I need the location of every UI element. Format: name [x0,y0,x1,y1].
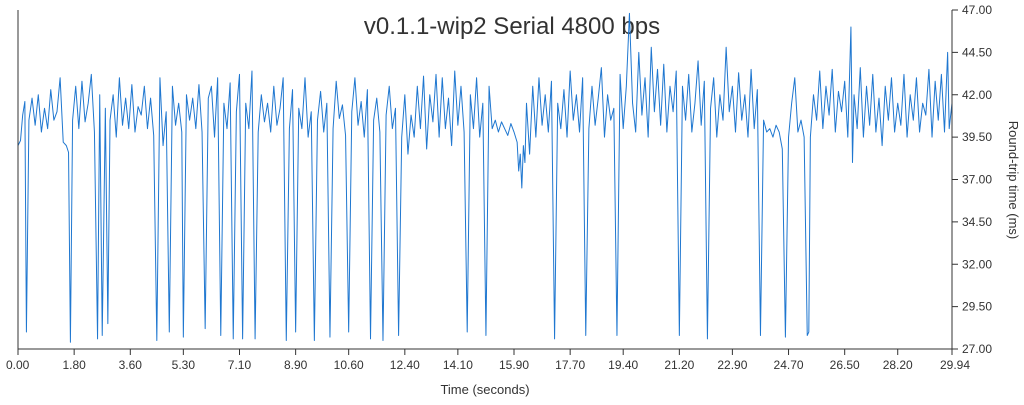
x-tick-label: 19.40 [608,358,638,372]
x-tick-label: 21.20 [664,358,694,372]
y-tick-label: 34.50 [962,215,992,229]
x-tick-label: 8.90 [284,358,308,372]
y-tick-label: 27.00 [962,342,992,356]
y-axis-ticks: 27.00 29.50 32.00 34.50 37.00 39.50 42.00 44.50… [952,3,992,356]
plot-area [17,12,953,343]
x-tick-label: 28.20 [883,358,913,372]
x-tick-label: 7.10 [228,358,252,372]
x-axis-ticks: 0.00 1.80 3.60 5.30 7.10 8.90 10.60 12.40 14.10 1… [6,349,970,372]
x-axis-title: Time (seconds) [440,382,529,397]
x-tick-label: 17.70 [555,358,585,372]
x-tick-label: 24.70 [774,358,804,372]
series-line-0 [17,12,953,343]
y-tick-label: 29.50 [962,300,992,314]
chart-title: v0.1.1-wip2 Serial 4800 bps [364,13,660,40]
x-tick-label: 1.80 [62,358,86,372]
x-tick-label: 0.00 [6,358,30,372]
y-tick-label: 42.00 [962,88,992,102]
x-tick-label: 22.90 [717,358,747,372]
x-tick-label: 29.94 [940,358,970,372]
x-tick-label: 12.40 [390,358,420,372]
x-tick-label: 14.10 [443,358,473,372]
x-tick-label: 10.60 [334,358,364,372]
y-axis-title: Round-trip time (ms) [1006,121,1021,239]
y-tick-label: 32.00 [962,257,992,271]
x-tick-label: 26.50 [830,358,860,372]
y-tick-label: 47.00 [962,3,992,17]
y-tick-label: 37.00 [962,173,992,187]
y-tick-label: 44.50 [962,45,992,59]
x-tick-label: 15.90 [499,358,529,372]
x-tick-label: 3.60 [119,358,143,372]
x-tick-label: 5.30 [172,358,196,372]
y-tick-label: 39.50 [962,130,992,144]
